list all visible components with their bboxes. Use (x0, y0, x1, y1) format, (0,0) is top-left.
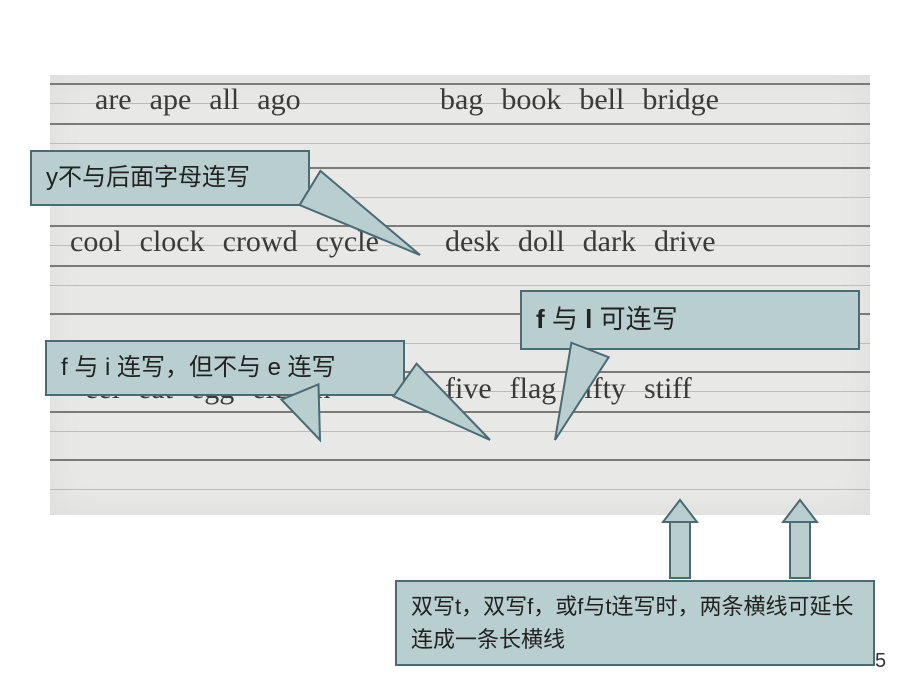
arrows-layer (0, 0, 920, 690)
page-number: 5 (875, 650, 886, 673)
slide: areapeallagobagbookbellbridgecoolclockcr… (0, 0, 920, 690)
